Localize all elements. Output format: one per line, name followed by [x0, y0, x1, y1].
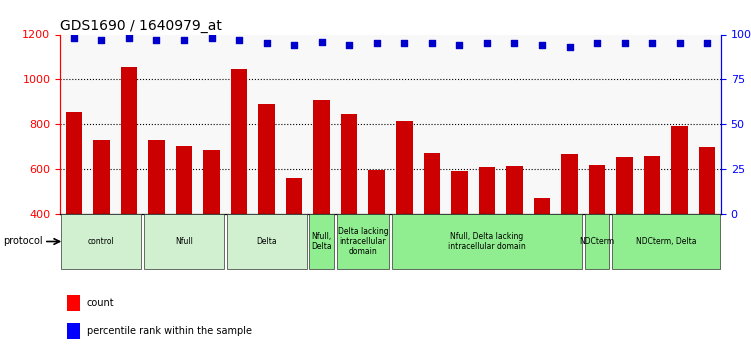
- Point: [508, 41, 520, 46]
- Point: [150, 37, 162, 43]
- FancyBboxPatch shape: [144, 214, 224, 269]
- Text: count: count: [86, 298, 114, 308]
- Bar: [341, 114, 357, 304]
- Bar: [534, 198, 550, 304]
- FancyBboxPatch shape: [392, 214, 582, 269]
- FancyBboxPatch shape: [309, 214, 334, 269]
- Bar: [699, 147, 716, 304]
- Point: [591, 41, 603, 46]
- Bar: [67, 323, 80, 339]
- FancyBboxPatch shape: [62, 214, 141, 269]
- Bar: [286, 178, 303, 304]
- Text: Nfull,
Delta: Nfull, Delta: [312, 232, 332, 251]
- Bar: [67, 295, 80, 311]
- Bar: [644, 156, 660, 304]
- Text: Delta: Delta: [256, 237, 277, 246]
- Bar: [258, 104, 275, 304]
- Bar: [478, 167, 495, 304]
- Text: GDS1690 / 1640979_at: GDS1690 / 1640979_at: [60, 19, 222, 33]
- Bar: [313, 100, 330, 304]
- Point: [178, 37, 190, 43]
- Bar: [204, 150, 220, 304]
- Point: [481, 41, 493, 46]
- Point: [343, 42, 355, 48]
- Bar: [176, 146, 192, 304]
- FancyBboxPatch shape: [584, 214, 609, 269]
- Bar: [589, 165, 605, 304]
- FancyBboxPatch shape: [612, 214, 719, 269]
- Bar: [506, 166, 523, 304]
- FancyBboxPatch shape: [227, 214, 306, 269]
- Point: [315, 39, 327, 45]
- Bar: [561, 155, 578, 304]
- Bar: [396, 121, 412, 304]
- Bar: [451, 171, 468, 304]
- Point: [371, 41, 383, 46]
- Point: [398, 41, 410, 46]
- Point: [536, 42, 548, 48]
- Bar: [617, 157, 633, 304]
- Bar: [148, 140, 164, 304]
- Bar: [121, 67, 137, 304]
- Point: [646, 41, 658, 46]
- Point: [426, 41, 438, 46]
- Point: [674, 41, 686, 46]
- Bar: [424, 153, 440, 304]
- Text: Nfull: Nfull: [175, 237, 193, 246]
- Text: control: control: [88, 237, 115, 246]
- Text: percentile rank within the sample: percentile rank within the sample: [86, 326, 252, 336]
- Point: [233, 37, 245, 43]
- Bar: [369, 170, 385, 304]
- Bar: [93, 140, 110, 304]
- Point: [619, 41, 631, 46]
- FancyBboxPatch shape: [336, 214, 389, 269]
- Bar: [231, 69, 247, 304]
- Point: [123, 35, 135, 41]
- Point: [206, 35, 218, 41]
- Text: Nfull, Delta lacking
intracellular domain: Nfull, Delta lacking intracellular domai…: [448, 232, 526, 251]
- Bar: [671, 126, 688, 304]
- Point: [95, 37, 107, 43]
- Point: [454, 42, 466, 48]
- Text: NDCterm: NDCterm: [580, 237, 614, 246]
- Text: Delta lacking
intracellular
domain: Delta lacking intracellular domain: [338, 227, 388, 256]
- Point: [563, 44, 575, 50]
- Point: [288, 42, 300, 48]
- Text: protocol: protocol: [4, 237, 43, 246]
- Point: [261, 41, 273, 46]
- Bar: [65, 112, 82, 304]
- Text: NDCterm, Delta: NDCterm, Delta: [635, 237, 696, 246]
- Point: [701, 41, 713, 46]
- Point: [68, 35, 80, 41]
